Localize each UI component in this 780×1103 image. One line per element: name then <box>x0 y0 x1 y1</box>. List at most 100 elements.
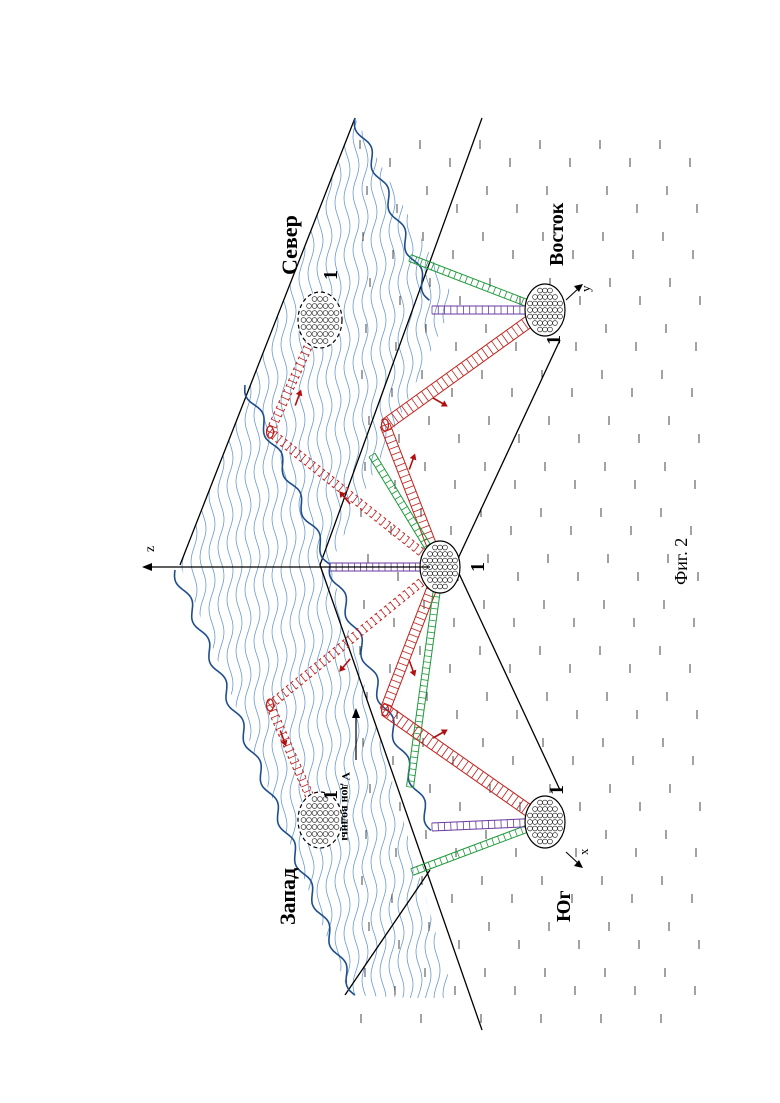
cable-rung <box>402 480 411 484</box>
cable-rung <box>411 751 418 752</box>
cable-rung <box>457 758 464 768</box>
cable-rung <box>381 519 386 525</box>
cable-rung <box>417 867 419 874</box>
cable-rung <box>407 640 416 644</box>
cable-rung <box>413 622 422 626</box>
cable-rung <box>451 854 453 861</box>
cable-rung <box>516 296 519 303</box>
cable-rung <box>381 610 386 616</box>
cable-rung <box>402 651 411 655</box>
cable-rung <box>390 602 395 608</box>
z-axis-arrowhead-icon <box>142 563 152 571</box>
cable-rung <box>407 723 414 733</box>
cable-rung <box>493 287 496 294</box>
cable-rung <box>387 691 396 695</box>
cable-rung <box>371 618 376 624</box>
cable-rung <box>463 849 465 856</box>
wave-line <box>218 110 224 998</box>
cable-rung <box>401 507 407 511</box>
cable-rung <box>405 512 411 516</box>
cable-rung <box>492 838 494 845</box>
cable-rung <box>442 747 449 757</box>
sea-surface-waves <box>182 110 449 998</box>
cable-rung <box>471 279 474 286</box>
cable-rung <box>521 827 523 834</box>
cable-rung <box>476 352 483 362</box>
cable-rung <box>425 650 432 651</box>
wave-line <box>335 110 341 998</box>
cable-rung <box>404 591 409 597</box>
cable-rung <box>400 474 409 478</box>
cable-rung <box>417 709 424 710</box>
cable-rung <box>391 452 400 456</box>
cable-rung <box>291 761 298 764</box>
cable-rung <box>501 334 508 344</box>
cable-rail <box>411 819 544 869</box>
cable-rung <box>371 511 376 517</box>
cable-rung <box>315 466 320 472</box>
cable-rung <box>506 330 513 340</box>
cable-rung <box>504 292 507 299</box>
cable-rung <box>459 274 462 281</box>
arrow-head-icon <box>410 670 419 678</box>
cable-rung <box>282 440 287 446</box>
cable-rung <box>352 633 357 639</box>
cable-rung <box>511 327 518 337</box>
cable-rung <box>418 611 427 615</box>
seabed-front-lower <box>455 565 560 790</box>
cable-rung <box>422 674 429 675</box>
wave-line <box>308 110 314 998</box>
wave-line <box>236 110 242 998</box>
cable-rung <box>276 726 283 729</box>
cable-rung <box>419 697 426 698</box>
cable-rung <box>406 402 413 412</box>
cable-rung <box>385 697 394 701</box>
arrow-head-icon <box>441 400 450 409</box>
cable-rung <box>482 283 485 290</box>
cable-rung <box>386 606 391 612</box>
cable-red-south <box>382 705 549 827</box>
cable-rung <box>411 628 420 632</box>
cable-rung <box>329 652 334 658</box>
node-body <box>298 292 342 348</box>
flow-arrowhead-icon <box>352 708 360 718</box>
node-south <box>525 796 565 848</box>
z-axis-label: z <box>143 546 158 552</box>
flow-label: V дон волны <box>339 772 353 841</box>
cable-rung <box>491 341 498 351</box>
wave-line <box>407 110 413 998</box>
cable-rung <box>391 413 398 423</box>
cable-rung <box>294 767 301 770</box>
cable-rung <box>398 662 407 666</box>
cable-rung <box>266 703 273 706</box>
cable-rung <box>411 399 418 409</box>
cable-rung <box>428 632 435 633</box>
cable-rung <box>408 517 414 521</box>
cable-rung <box>402 719 409 729</box>
cable-rung <box>420 685 427 686</box>
cable-rung <box>400 657 409 661</box>
cable-rung <box>405 645 414 649</box>
cable-rung <box>338 644 343 650</box>
cable-rung <box>418 703 425 704</box>
cable-rung <box>482 775 489 785</box>
wave-line <box>209 110 215 998</box>
wave-line <box>380 110 386 998</box>
cable-rung <box>428 626 435 627</box>
wave-line <box>353 110 359 998</box>
cable-rung <box>301 675 306 681</box>
node-number-east: 1 <box>543 335 565 345</box>
arrow-head-icon <box>296 388 305 396</box>
cable-rung <box>486 345 493 355</box>
cable-rung <box>477 772 484 782</box>
cable-rung <box>474 845 476 852</box>
cable-rung <box>304 346 311 349</box>
label-south: Юг <box>553 890 575 922</box>
node-number-center: 1 <box>467 562 489 572</box>
cable-rung <box>391 680 400 684</box>
cable-rung <box>431 608 438 609</box>
cable-rung <box>421 391 428 401</box>
cable-rung <box>457 851 459 858</box>
